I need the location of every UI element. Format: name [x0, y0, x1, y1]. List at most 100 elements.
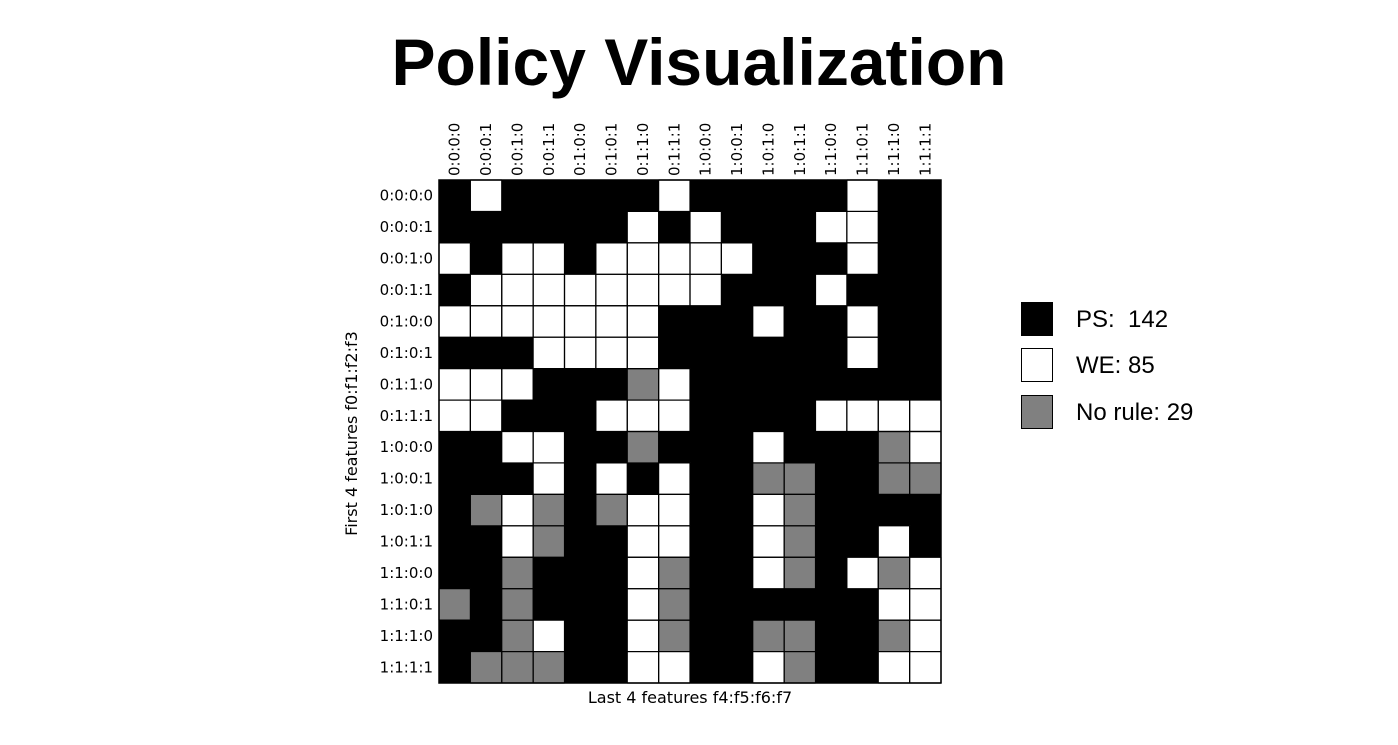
heatmap-cell-0-0: [439, 180, 471, 212]
heatmap-cell-6-6: [627, 368, 660, 401]
heatmap-cell-9-8: [690, 462, 722, 495]
heatmap-cell-7-10: [752, 400, 785, 432]
heatmap-cell-5-1: [470, 337, 503, 370]
heatmap-cell-11-14: [878, 525, 911, 558]
heatmap-cell-8-5: [595, 431, 628, 464]
heatmap-cell-4-9: [721, 305, 754, 338]
heatmap-cell-15-11: [784, 651, 816, 684]
heatmap-cell-0-10: [752, 180, 785, 212]
heatmap-cell-10-8: [690, 494, 722, 527]
heatmap-cell-10-15: [909, 494, 942, 527]
heatmap-cell-2-11: [784, 242, 816, 275]
chart-title: Policy Visualization: [391, 25, 1007, 99]
heatmap-cell-0-5: [595, 180, 628, 212]
heatmap-cell-4-11: [784, 305, 816, 338]
legend-item-no-rule: No rule: 29: [1021, 395, 1281, 431]
heatmap-cell-8-1: [470, 431, 503, 464]
heatmap-cell-5-5: [595, 337, 628, 370]
heatmap-cell-13-8: [690, 588, 722, 621]
heatmap-cell-9-1: [470, 462, 503, 495]
heatmap-cell-6-7: [658, 368, 691, 401]
heatmap-cell-3-6: [627, 274, 660, 307]
heatmap-cell-11-15: [909, 525, 942, 558]
heatmap-cell-13-11: [784, 588, 816, 621]
heatmap-cell-14-13: [846, 620, 879, 653]
heatmap-cell-12-2: [501, 557, 534, 590]
heatmap-cell-12-13: [846, 557, 879, 590]
heatmap-cell-9-12: [815, 462, 848, 495]
heatmap-cell-5-0: [439, 337, 471, 370]
heatmap-cell-2-14: [878, 242, 911, 275]
heatmap-cell-7-0: [439, 400, 471, 432]
heatmap-cell-11-7: [658, 525, 691, 558]
heatmap-cell-0-6: [627, 180, 660, 212]
heatmap-cell-15-10: [752, 651, 785, 684]
heatmap-cell-10-9: [721, 494, 754, 527]
y-tick-label: 0:0:1:1: [380, 281, 433, 299]
heatmap-cell-5-15: [909, 337, 942, 370]
heatmap-cell-7-5: [595, 400, 628, 432]
heatmap-cell-7-6: [627, 400, 660, 432]
heatmap-cell-12-9: [721, 557, 754, 590]
heatmap-cell-6-13: [846, 368, 879, 401]
heatmap-cell-7-11: [784, 400, 816, 432]
heatmap-cell-4-14: [878, 305, 911, 338]
heatmap-cell-6-15: [909, 368, 942, 401]
legend-swatch-no-rule: [1021, 395, 1053, 429]
heatmap-cell-3-4: [564, 274, 597, 307]
legend-label-no-rule: No rule: 29: [1076, 399, 1194, 426]
heatmap-cell-10-6: [627, 494, 660, 527]
heatmap-cell-9-10: [752, 462, 785, 495]
heatmap-cell-12-6: [627, 557, 660, 590]
heatmap-cell-15-1: [470, 651, 503, 684]
heatmap-cell-12-5: [595, 557, 628, 590]
heatmap-cell-12-3: [533, 557, 565, 590]
x-tick-label: 0:1:1:1: [665, 123, 683, 176]
heatmap-cell-9-9: [721, 462, 754, 495]
heatmap-cell-3-0: [439, 274, 471, 307]
heatmap-cell-2-4: [564, 242, 597, 275]
heatmap-cell-2-6: [627, 242, 660, 275]
heatmap-cell-14-5: [595, 620, 628, 653]
heatmap-cell-15-8: [690, 651, 722, 684]
legend-item-ps: PS: 142: [1021, 302, 1281, 338]
heatmap-cell-2-10: [752, 242, 785, 275]
heatmap-cell-8-14: [878, 431, 911, 464]
heatmap-cell-11-8: [690, 525, 722, 558]
y-tick-label: 1:0:0:0: [380, 438, 433, 456]
heatmap-cell-4-2: [501, 305, 534, 338]
heatmap-cell-13-9: [721, 588, 754, 621]
heatmap-cell-1-2: [501, 211, 534, 244]
y-tick-label: 1:1:0:0: [380, 564, 433, 582]
heatmap-cell-7-9: [721, 400, 754, 432]
heatmap-cell-4-12: [815, 305, 848, 338]
heatmap-cell-6-3: [533, 368, 565, 401]
heatmap-cell-9-3: [533, 462, 565, 495]
heatmap-cell-8-12: [815, 431, 848, 464]
heatmap-cell-15-15: [909, 651, 942, 684]
heatmap-cell-12-14: [878, 557, 911, 590]
heatmap-cell-13-4: [564, 588, 597, 621]
heatmap-cell-13-15: [909, 588, 942, 621]
heatmap-cell-0-2: [501, 180, 534, 212]
heatmap-cell-13-3: [533, 588, 565, 621]
heatmap-cell-4-5: [595, 305, 628, 338]
heatmap-cell-12-8: [690, 557, 722, 590]
heatmap-cell-9-15: [909, 462, 942, 495]
y-tick-label: 1:0:0:1: [380, 470, 433, 488]
heatmap-cell-14-3: [533, 620, 565, 653]
heatmap-cell-13-13: [846, 588, 879, 621]
heatmap-cell-9-14: [878, 462, 911, 495]
heatmap-cell-10-1: [470, 494, 503, 527]
heatmap-cell-10-0: [439, 494, 471, 527]
heatmap-cell-5-8: [690, 337, 722, 370]
heatmap-cell-13-0: [439, 588, 471, 621]
heatmap-cell-10-3: [533, 494, 565, 527]
heatmap-cell-4-4: [564, 305, 597, 338]
heatmap-cell-2-7: [658, 242, 691, 275]
heatmap-cell-4-8: [690, 305, 722, 338]
heatmap-cell-11-12: [815, 525, 848, 558]
heatmap-cell-9-5: [595, 462, 628, 495]
heatmap-cell-3-11: [784, 274, 816, 307]
